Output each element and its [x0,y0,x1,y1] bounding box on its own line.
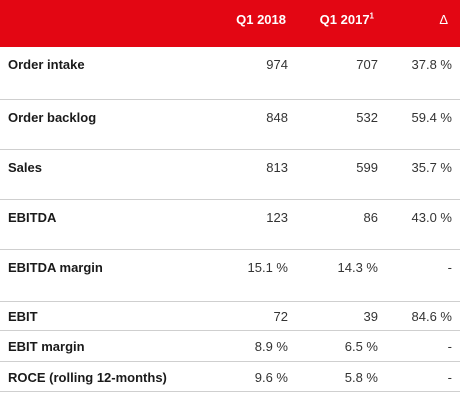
value-delta: - [447,370,452,385]
header-q1-2018: Q1 2018 [236,12,286,27]
header-q1-2017-label: Q1 2017 [319,12,370,27]
value-q1-2017: 86 [363,210,378,225]
table-row: EBITDA margin 15.1 % 14.3 % - [0,250,460,302]
value-q1-2018: 8.9 % [254,339,288,354]
value-q1-2017: 532 [356,110,378,125]
table-row: Order backlog 848 532 59.4 % [0,100,460,150]
table-row: EBIT 72 39 84.6 % [0,302,460,331]
value-q1-2018: 848 [266,110,288,125]
value-delta: 43.0 % [411,210,452,225]
table-row: Order intake 974 707 37.8 % [0,47,460,100]
row-label: EBIT margin [8,339,85,354]
value-delta: - [447,260,452,275]
value-q1-2018: 72 [273,309,288,324]
value-q1-2017: 14.3 % [337,260,378,275]
row-label: EBITDA margin [8,260,103,275]
table-header: Q1 2018 Q1 20171 Δ [0,0,460,47]
value-q1-2018: 15.1 % [247,260,288,275]
value-q1-2017: 39 [363,309,378,324]
table-row: EBIT margin 8.9 % 6.5 % - [0,331,460,362]
header-delta: Δ [439,12,448,27]
row-label: EBIT [8,309,38,324]
value-q1-2017: 5.8 % [344,370,378,385]
footnote-marker: 1 [369,11,374,21]
row-label: Sales [8,160,42,175]
table-row: EBITDA 123 86 43.0 % [0,200,460,250]
value-q1-2017: 707 [356,57,378,72]
value-q1-2018: 9.6 % [254,370,288,385]
value-q1-2017: 599 [356,160,378,175]
value-q1-2017: 6.5 % [344,339,378,354]
header-q1-2017: Q1 20171 [320,12,374,27]
value-delta: 37.8 % [411,57,452,72]
row-label: Order backlog [8,110,97,125]
row-label: Order intake [8,57,85,72]
value-delta: 59.4 % [411,110,452,125]
value-q1-2018: 123 [266,210,288,225]
table-row: ROCE (rolling 12-months) 9.6 % 5.8 % - [0,362,460,392]
table-row: Sales 813 599 35.7 % [0,150,460,200]
row-label: ROCE (rolling 12-months) [8,370,167,385]
value-delta: 84.6 % [411,309,452,324]
value-q1-2018: 813 [266,160,288,175]
value-delta: 35.7 % [411,160,452,175]
value-delta: - [447,339,452,354]
value-q1-2018: 974 [266,57,288,72]
row-label: EBITDA [8,210,57,225]
